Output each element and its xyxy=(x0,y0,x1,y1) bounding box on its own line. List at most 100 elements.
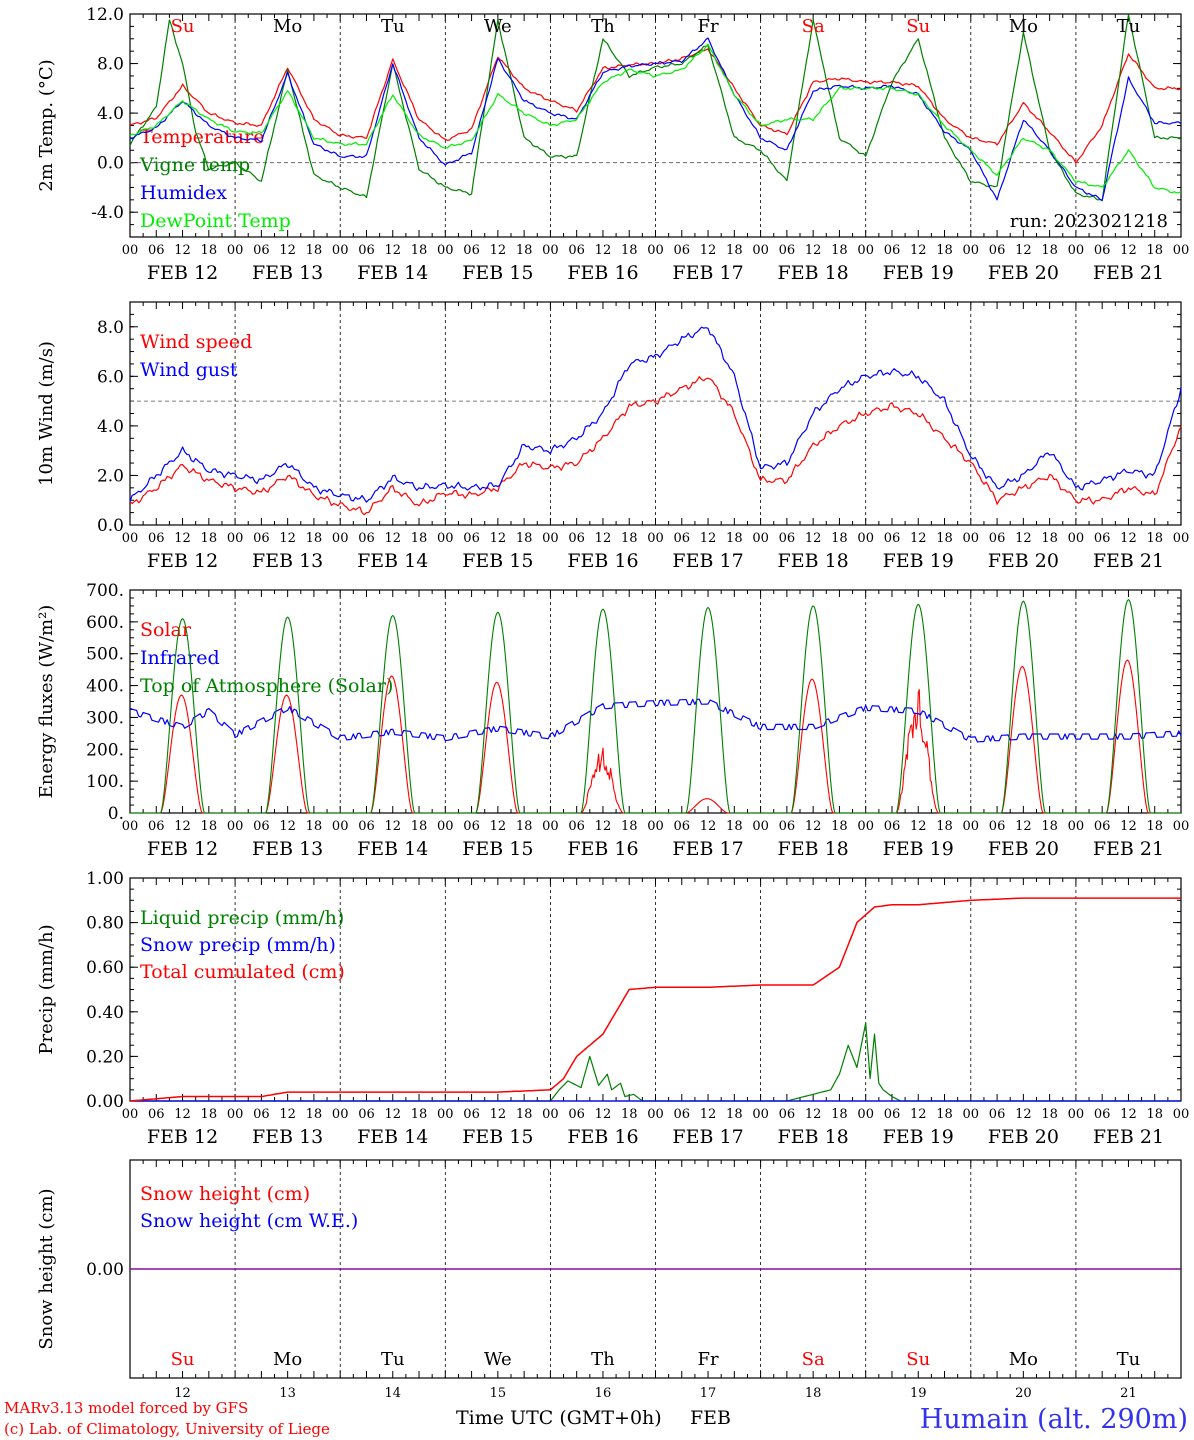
x-hour-label: 00 xyxy=(1173,1107,1190,1122)
x-hour-label: 18 xyxy=(1146,1107,1163,1122)
day-number-label: 14 xyxy=(384,1386,401,1401)
weekday-label: Mo xyxy=(273,1349,302,1370)
y-tick-label: 100. xyxy=(86,772,124,792)
x-hour-label: 00 xyxy=(857,819,874,834)
day-number-label: 21 xyxy=(1120,1386,1137,1401)
x-date-label: FEB 19 xyxy=(883,550,954,572)
series-line-1 xyxy=(129,326,1182,503)
x-hour-label: 12 xyxy=(910,243,927,258)
x-hour-label: 00 xyxy=(332,243,349,258)
x-hour-label: 06 xyxy=(1094,819,1111,834)
x-hour-label: 06 xyxy=(148,531,165,546)
x-date-label: FEB 16 xyxy=(567,838,638,860)
y-axis-title: Snow height (cm) xyxy=(36,1188,57,1349)
x-hour-label: 18 xyxy=(411,243,428,258)
series-line-1 xyxy=(129,698,1182,743)
x-hour-label: 00 xyxy=(542,243,559,258)
x-hour-label: 18 xyxy=(516,531,533,546)
legend-entry: Snow height (cm) xyxy=(140,1183,310,1205)
x-date-label: FEB 15 xyxy=(462,550,533,572)
x-hour-label: 12 xyxy=(490,243,507,258)
x-date-label: FEB 18 xyxy=(778,838,849,860)
y-axis-title: Energy fluxes (W/m²) xyxy=(36,605,57,799)
x-hour-label: 18 xyxy=(201,531,218,546)
x-date-label: FEB 17 xyxy=(672,838,743,860)
y-tick-label: 1.00 xyxy=(86,869,124,889)
x-hour-label: 06 xyxy=(568,531,585,546)
x-hour-label: 12 xyxy=(279,243,296,258)
x-hour-label: 06 xyxy=(884,531,901,546)
x-hour-label: 06 xyxy=(989,819,1006,834)
x-hour-label: 06 xyxy=(1094,243,1111,258)
x-hour-label: 00 xyxy=(857,531,874,546)
day-number-label: 13 xyxy=(279,1386,296,1401)
x-date-label: FEB 21 xyxy=(1093,262,1164,284)
x-date-label: FEB 13 xyxy=(252,1126,323,1148)
x-hour-label: 12 xyxy=(910,819,927,834)
weekday-label: Th xyxy=(591,1349,615,1370)
x-hour-label: 06 xyxy=(463,531,480,546)
x-hour-label: 00 xyxy=(122,531,139,546)
x-hour-label: 06 xyxy=(674,1107,691,1122)
x-hour-label: 18 xyxy=(621,819,638,834)
y-tick-label: 600. xyxy=(86,613,124,633)
x-hour-label: 12 xyxy=(1120,243,1137,258)
y-tick-label: 8.0 xyxy=(97,318,124,338)
y-tick-label: 400. xyxy=(86,677,124,697)
x-hour-label: 00 xyxy=(122,243,139,258)
series-line-0 xyxy=(129,376,1182,516)
x-hour-label: 06 xyxy=(884,243,901,258)
x-hour-label: 00 xyxy=(332,819,349,834)
x-hour-label: 00 xyxy=(542,531,559,546)
x-hour-label: 00 xyxy=(752,819,769,834)
x-date-label: FEB 14 xyxy=(357,550,428,572)
weekday-label: Mo xyxy=(1009,1349,1038,1370)
model-credit: MARv3.13 model forced by GFS xyxy=(4,1399,248,1417)
series-line-2 xyxy=(130,599,1181,814)
x-hour-label: 18 xyxy=(831,819,848,834)
x-hour-label: 18 xyxy=(411,819,428,834)
x-hour-label: 18 xyxy=(621,1107,638,1122)
x-hour-label: 18 xyxy=(306,819,323,834)
x-date-label: FEB 12 xyxy=(147,262,218,284)
x-hour-label: 06 xyxy=(253,819,270,834)
x-date-label: FEB 19 xyxy=(883,1126,954,1148)
y-tick-label: 0. xyxy=(108,804,124,824)
x-date-label: FEB 21 xyxy=(1093,550,1164,572)
weekday-label: Sa xyxy=(802,16,825,37)
y-tick-label: 0.80 xyxy=(86,914,124,934)
x-hour-label: 06 xyxy=(674,531,691,546)
x-date-label: FEB 16 xyxy=(567,262,638,284)
weekday-label: Tu xyxy=(1117,16,1141,37)
x-hour-label: 00 xyxy=(857,1107,874,1122)
x-hour-label: 18 xyxy=(831,1107,848,1122)
x-date-label: FEB 17 xyxy=(672,1126,743,1148)
x-hour-label: 12 xyxy=(174,243,191,258)
x-hour-label: 18 xyxy=(306,243,323,258)
y-tick-label: 4.0 xyxy=(97,417,124,437)
lab-credit: (c) Lab. of Climatology, University of L… xyxy=(4,1420,330,1438)
weekday-label: Su xyxy=(171,16,195,37)
x-hour-label: 06 xyxy=(253,1107,270,1122)
x-hour-label: 18 xyxy=(516,243,533,258)
day-number-label: 15 xyxy=(490,1386,507,1401)
x-date-label: FEB 13 xyxy=(252,550,323,572)
x-hour-label: 12 xyxy=(805,1107,822,1122)
x-hour-label: 18 xyxy=(1041,819,1058,834)
x-date-label: FEB 17 xyxy=(672,262,743,284)
x-hour-label: 18 xyxy=(1146,243,1163,258)
x-date-label: FEB 16 xyxy=(567,1126,638,1148)
y-tick-label: 0.00 xyxy=(86,1092,124,1112)
x-hour-label: 12 xyxy=(700,531,717,546)
x-hour-label: 00 xyxy=(647,531,664,546)
x-hour-label: 06 xyxy=(884,1107,901,1122)
weekday-label: Th xyxy=(591,16,615,37)
x-hour-label: 12 xyxy=(1120,819,1137,834)
day-number-label: 16 xyxy=(595,1386,612,1401)
y-tick-label: 6.0 xyxy=(97,367,124,387)
x-hour-label: 12 xyxy=(910,531,927,546)
weekday-label: Su xyxy=(171,1349,195,1370)
x-hour-label: 06 xyxy=(779,243,796,258)
y-tick-label: 0.40 xyxy=(86,1003,124,1023)
x-date-label: FEB 18 xyxy=(778,262,849,284)
